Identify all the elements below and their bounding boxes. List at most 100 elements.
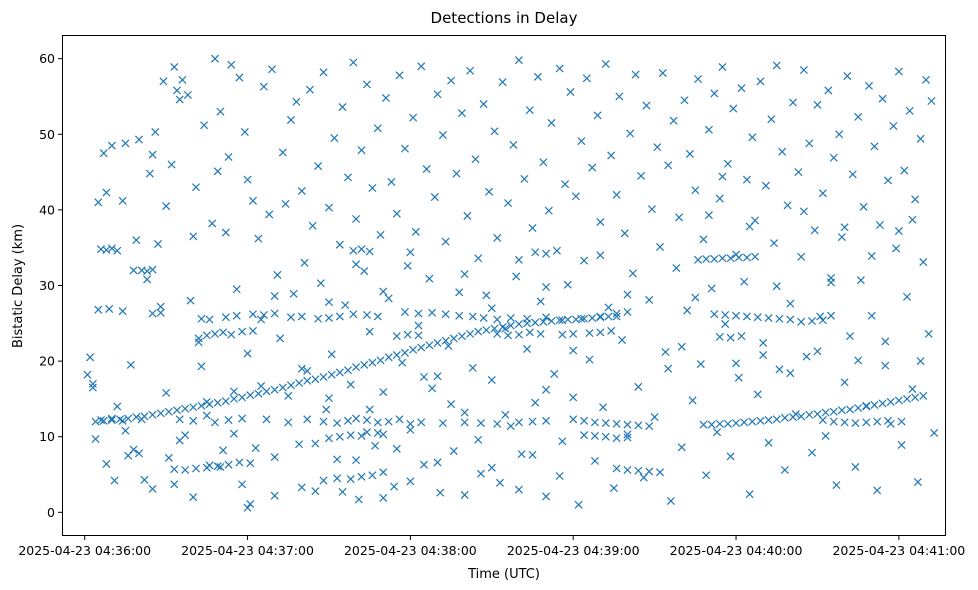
data-point [224,152,233,161]
data-point [425,274,434,283]
data-point [807,448,817,457]
data-point [913,478,922,487]
data-point [403,261,412,270]
data-point [86,353,95,362]
data-point [126,360,135,369]
data-point [189,232,198,241]
x-tick-label: 2025-04-23 04:38:00 [344,543,477,558]
data-point [523,314,532,323]
data-point [476,419,485,428]
data-point [102,188,111,197]
data-point [889,121,898,130]
data-point [479,100,488,109]
data-point [145,169,154,178]
data-point [379,430,388,439]
data-point [333,474,342,483]
data-point [319,372,328,382]
data-point [536,329,545,338]
data-point [677,342,686,351]
data-point [118,416,127,425]
data-point [452,169,461,178]
data-point [229,387,238,396]
data-point [460,270,469,279]
data-point [661,348,670,357]
data-point [656,468,665,477]
y-tick-label: 10 [39,429,55,444]
data-point [379,493,388,502]
data-point [748,417,757,426]
data-point [585,355,594,364]
data-point [854,356,863,365]
data-point [715,419,724,428]
data-point [791,410,800,419]
x-tick-label: 2025-04-23 04:39:00 [507,543,640,558]
data-point [723,159,732,168]
data-point [213,167,222,176]
data-point [897,441,906,450]
data-point [292,97,301,106]
data-point [908,215,917,224]
x-tick-label: 2025-04-23 04:36:00 [18,543,151,558]
data-point [118,196,127,205]
data-point [487,375,496,385]
x-axis-title: Time (UTC) [467,567,540,582]
data-point [411,227,420,236]
data-point [379,468,388,477]
data-point [514,320,523,329]
data-point [202,397,211,406]
data-point [194,338,203,347]
data-point [224,416,233,425]
data-point [379,287,388,296]
data-point [368,358,377,367]
data-point [582,74,591,83]
data-point [390,482,399,491]
data-point [637,171,646,180]
data-point [824,86,833,95]
data-point [398,358,407,367]
data-point [493,419,502,428]
data-point [626,129,635,138]
data-point [324,394,333,403]
data-point [715,194,724,203]
data-point [270,309,279,318]
data-point [561,180,570,189]
data-point [210,54,219,63]
data-point [400,307,409,316]
data-point [107,244,116,253]
data-point [623,465,632,475]
data-point [829,153,838,162]
data-point [156,308,165,317]
data-point [493,233,502,242]
data-point [362,416,371,425]
y-tick-label: 0 [47,505,55,520]
y-tick-label: 50 [39,127,55,142]
data-point [373,418,382,427]
data-point [441,310,450,319]
data-point [235,73,244,82]
data-point [873,417,882,426]
data-point [170,62,179,72]
data-point [680,96,689,105]
data-point [590,418,599,427]
data-point [438,131,447,140]
data-point [498,78,507,87]
data-point [327,350,336,359]
data-point [267,65,276,74]
data-point [311,439,320,448]
data-point [227,60,236,69]
data-point [669,116,678,125]
data-point [542,282,551,292]
data-point [506,422,515,431]
data-point [295,379,304,388]
data-point [737,332,746,341]
data-point [349,58,358,67]
data-point [392,351,401,360]
data-point [229,394,238,403]
data-point [555,316,564,325]
data-point [650,413,659,422]
data-point [164,453,173,462]
data-point [770,239,779,248]
data-point [837,406,846,415]
data-point [577,314,586,323]
data-point [324,203,333,212]
